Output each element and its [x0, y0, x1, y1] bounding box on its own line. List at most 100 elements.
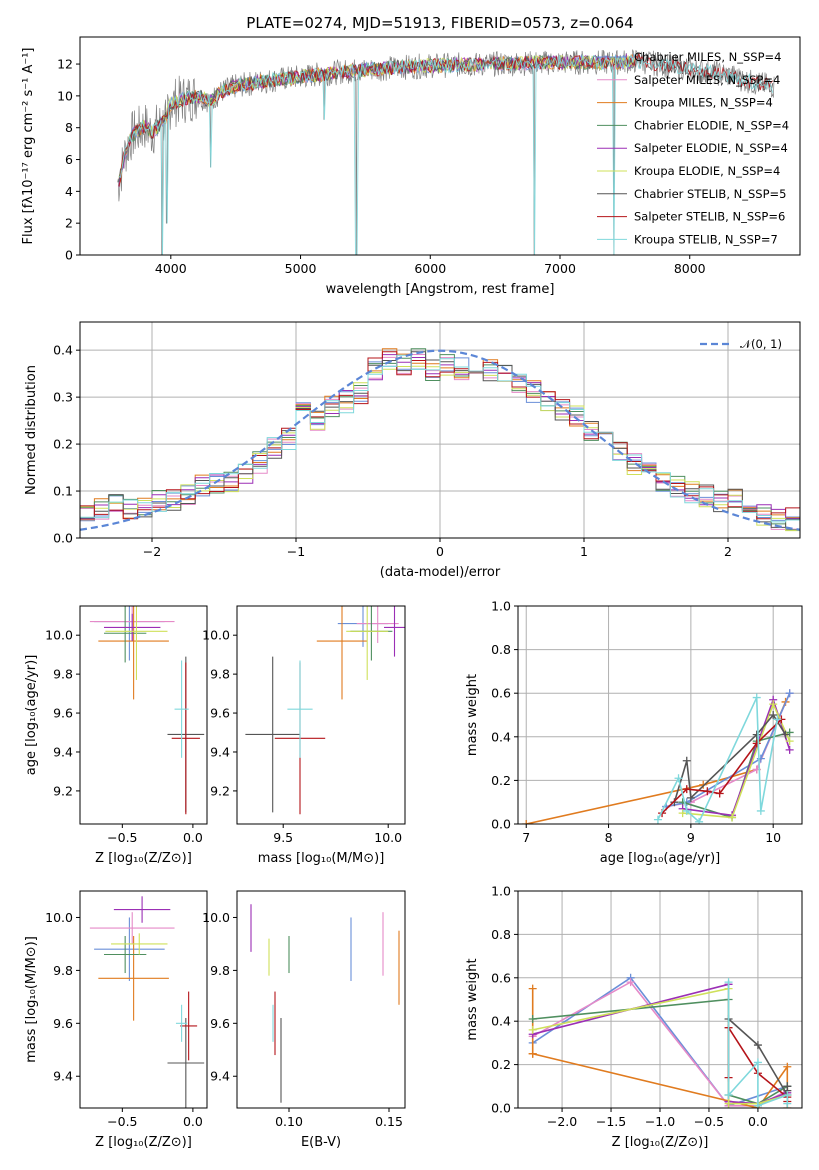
y-tick-label: 9.8	[210, 963, 230, 978]
weight-marker	[626, 978, 635, 987]
x-axis-label: Z [log₁₀(Z/Z⊙)]	[95, 851, 192, 866]
weight-marker	[773, 715, 782, 724]
weight-marker	[703, 787, 712, 796]
y-tick-label: 0.6	[491, 686, 511, 701]
x-axis-label: (data-model)/error	[380, 565, 501, 580]
x-tick-label: 5000	[285, 261, 317, 276]
y-tick-label: 0.4	[53, 343, 73, 358]
weight-marker	[682, 756, 691, 765]
x-tick-label: 0.0	[183, 830, 203, 845]
weight-line	[657, 697, 779, 824]
weight-marker	[728, 813, 737, 822]
legend-entry: Kroupa STELIB, N_SSP=7	[634, 232, 778, 246]
errorbar-points	[250, 904, 400, 1103]
y-tick-label: 10.0	[45, 910, 73, 925]
y-tick-label: 0.0	[53, 531, 73, 546]
y-tick-label: 10.0	[202, 910, 230, 925]
mass-vs-ebv-panel-frame	[236, 890, 406, 1109]
y-axis-label: Flux [fλ10⁻¹⁷ erg cm⁻² s⁻¹ A⁻¹]	[21, 48, 36, 245]
y-axis-label: mass [log₁₀(M/M⊙)]	[24, 936, 39, 1063]
errorbar-points	[245, 606, 405, 815]
weight-marker	[724, 1099, 733, 1108]
x-tick-label: 0.15	[375, 1114, 403, 1129]
age-vs-metallicity-panel: −0.5 0.0 9.2 9.4 9.6 9.8 10.0 Z [log₁₀(Z/Z⊙)] ag…	[24, 628, 203, 866]
y-tick-label: 9.6	[53, 706, 73, 721]
x-tick-label: 0.10	[275, 1114, 303, 1129]
weight-marker	[785, 728, 794, 737]
weight-marker	[528, 984, 537, 993]
mass-weight-vs-age-panel-frame	[517, 605, 803, 825]
y-axis-label: mass weight	[465, 958, 480, 1040]
weight-marker	[674, 774, 683, 783]
y-tick-label: 10	[57, 88, 73, 103]
weight-marker	[785, 689, 794, 698]
y-tick-label: 12	[57, 57, 73, 72]
y-tick-label: 0	[65, 248, 73, 263]
y-tick-label: 0.2	[491, 1057, 511, 1072]
spectrum-lines	[117, 49, 775, 255]
weight-line	[673, 713, 787, 803]
y-tick-label: 0.8	[491, 927, 511, 942]
spectrum-legend: Chabrier MILES, N_SSP=4 Salpeter MILES, N…	[597, 50, 789, 246]
model-spectrum-line	[118, 55, 635, 188]
y-tick-label: 9.8	[53, 963, 73, 978]
x-tick-label: 9.5	[273, 830, 293, 845]
y-tick-label: 1.0	[491, 599, 511, 614]
weight-marker	[678, 809, 687, 818]
histogram-step-line	[80, 354, 800, 523]
legend-entry: Kroupa ELODIE, N_SSP=4	[634, 164, 780, 178]
y-tick-label: 4	[65, 184, 73, 199]
age-vs-mass-panel-frame	[236, 605, 406, 825]
weight-marker	[783, 1099, 792, 1108]
weight-marker	[686, 793, 695, 802]
y-tick-label: 9.6	[53, 1016, 73, 1031]
x-tick-label: −0.5	[107, 830, 137, 845]
x-tick-label: −1	[287, 544, 305, 559]
weight-marker	[682, 785, 691, 794]
y-axis-label: mass weight	[465, 674, 480, 756]
mass-vs-metallicity-panel: −0.5 0.0 9.4 9.6 9.8 10.0 Z [log₁₀(Z/Z⊙)] mass …	[24, 910, 203, 1150]
y-tick-label: 0.8	[491, 642, 511, 657]
legend-entry: 𝒩(0, 1)	[740, 337, 782, 351]
y-tick-label: 1.0	[491, 884, 511, 899]
legend-entry: Salpeter STELIB, N_SSP=6	[634, 210, 785, 224]
weight-marker	[653, 815, 662, 824]
age-vs-mass-panel: 9.5 10.0 9.2 9.4 9.6 9.8 10.0 mass [log₁₀(M/M⊙)…	[202, 628, 402, 866]
x-axis-label: E(B-V)	[301, 1135, 341, 1150]
histogram-step-line	[80, 365, 800, 532]
weight-marker	[752, 739, 761, 748]
weight-marker	[724, 978, 733, 987]
spectrum-axes-frame	[79, 36, 801, 256]
weight-marker	[785, 745, 794, 754]
x-tick-label: 7	[522, 830, 530, 845]
x-tick-label: −0.5	[694, 1114, 724, 1129]
x-tick-label: −0.5	[107, 1114, 137, 1129]
y-tick-label: 0.2	[491, 773, 511, 788]
histogram-step-line	[80, 351, 800, 520]
histogram-axes-frame	[79, 321, 801, 539]
y-tick-label: 9.2	[53, 783, 73, 798]
age-vs-metallicity-panel-frame	[79, 605, 208, 825]
y-tick-label: 0.3	[53, 390, 73, 405]
x-tick-label: 6000	[414, 261, 446, 276]
y-tick-label: 9.4	[53, 744, 73, 759]
chart-title: PLATE=0274, MJD=51913, FIBERID=0573, z=0…	[246, 14, 633, 32]
y-tick-label: 9.6	[210, 1016, 230, 1031]
y-axis-label: Normed distribution	[24, 365, 39, 495]
x-tick-label: 2	[724, 544, 732, 559]
x-tick-label: 0.0	[183, 1114, 203, 1129]
y-tick-label: 2	[65, 216, 73, 231]
x-tick-label: −2.0	[547, 1114, 577, 1129]
y-tick-label: 8	[65, 120, 73, 135]
weight-series	[528, 973, 792, 1108]
weight-marker	[783, 1062, 792, 1071]
x-tick-label: 8	[605, 830, 613, 845]
y-tick-label: 10.0	[202, 628, 230, 643]
spectrum-panel: 4000 5000 6000 7000 8000 0 2 4 6 8 10 12 wavelength …	[21, 48, 706, 298]
x-tick-label: 7000	[544, 261, 576, 276]
x-tick-label: 4000	[155, 261, 187, 276]
x-tick-label: 10	[765, 830, 781, 845]
model-spectrum-line	[118, 53, 774, 255]
weight-marker	[528, 1049, 537, 1058]
